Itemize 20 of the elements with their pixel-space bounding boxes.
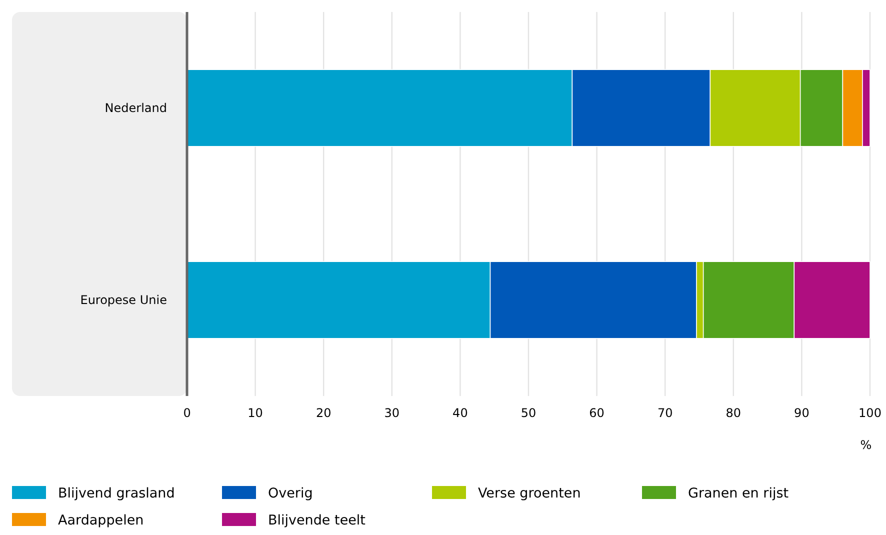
x-tick-label: 50 xyxy=(520,406,536,420)
x-tick-label: 0 xyxy=(183,406,191,420)
x-tick-label: 70 xyxy=(657,406,673,420)
y-tick-label: Europese Unie xyxy=(80,293,167,308)
x-tick-label: 90 xyxy=(794,406,810,420)
x-tick-label: 60 xyxy=(589,406,604,420)
x-tick-label: 20 xyxy=(316,406,332,420)
legend-label: Blijvende teelt xyxy=(268,512,366,529)
legend-label: Aardappelen xyxy=(58,512,144,529)
x-tick-label: 100 xyxy=(858,406,882,420)
legend-label: Blijvend grasland xyxy=(58,486,175,502)
legend-label: Verse groenten xyxy=(478,486,581,502)
y-tick-label: Nederland xyxy=(104,101,167,116)
legend-label: Granen en rijst xyxy=(688,486,789,502)
legend-label: Overig xyxy=(268,486,313,502)
x-axis-title: % xyxy=(860,438,872,452)
x-tick-label: 30 xyxy=(384,406,400,420)
x-tick-label: 10 xyxy=(248,406,263,420)
x-tick-label: 40 xyxy=(452,406,468,420)
x-tick-label: 80 xyxy=(726,406,742,420)
